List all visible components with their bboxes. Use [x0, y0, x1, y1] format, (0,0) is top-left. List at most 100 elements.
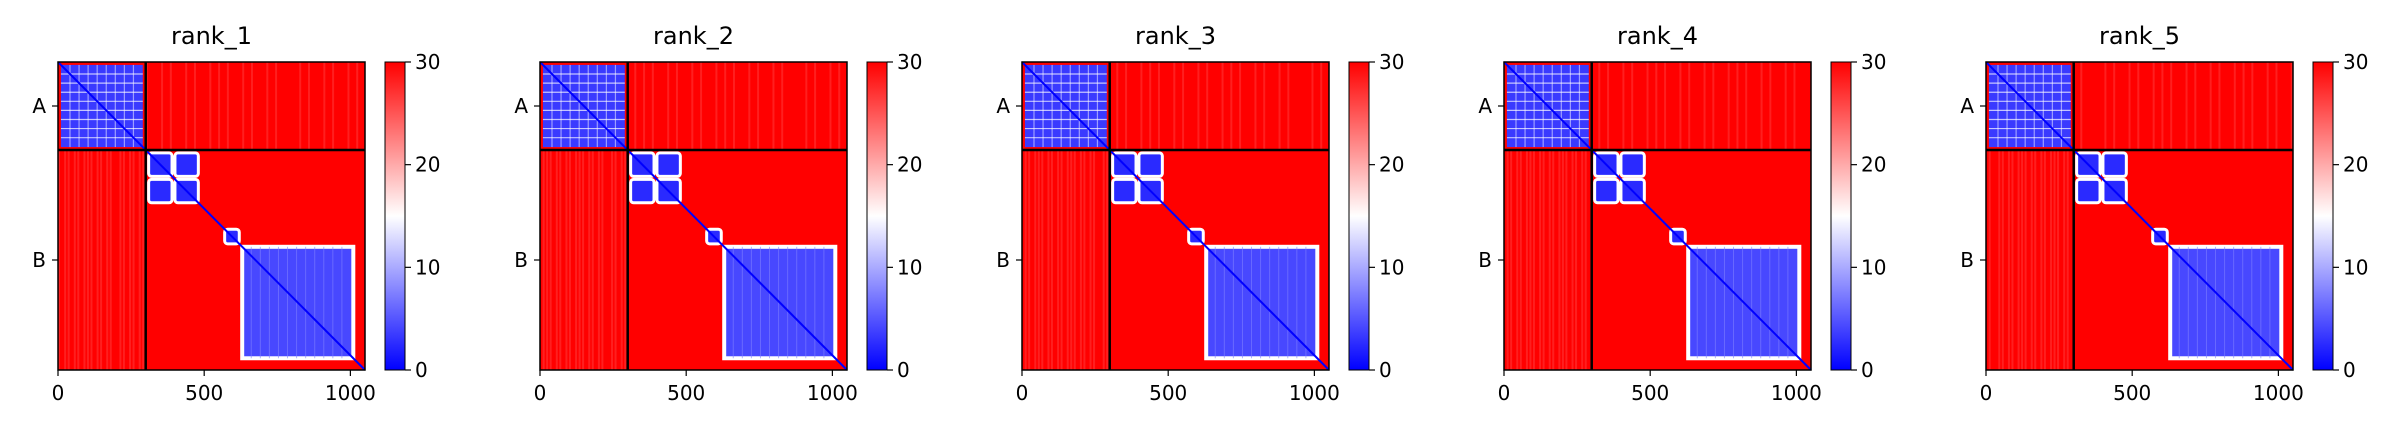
chart-title: rank_5 — [2099, 22, 2180, 50]
heatmap-texture — [2043, 150, 2046, 370]
xtick-label: 1000 — [325, 381, 376, 405]
heatmap-texture — [1263, 62, 1266, 150]
heatmap-texture — [1320, 62, 1323, 150]
heatmap-texture — [122, 150, 125, 370]
heatmap-texture — [1784, 62, 1787, 150]
xtick-label: 500 — [185, 381, 223, 405]
heatmap-texture — [209, 62, 212, 150]
heatmap-texture — [2030, 150, 2033, 370]
heatmap-texture — [2104, 62, 2107, 150]
colorbar — [866, 61, 888, 371]
heatmap-texture — [1998, 150, 2001, 370]
heatmap-texture — [1565, 150, 1568, 370]
heatmap-texture — [772, 62, 775, 150]
colorbar-tick-label: 10 — [897, 255, 922, 279]
chainB-domain — [1137, 151, 1164, 178]
ytick-label: B — [1960, 248, 1974, 272]
heatmap-texture — [1230, 62, 1233, 150]
heatmap-texture — [2152, 62, 2155, 150]
heatmap-texture — [119, 150, 122, 370]
chainB-domain — [173, 151, 200, 178]
heatmap-texture — [250, 62, 253, 150]
heatmap-texture — [142, 150, 145, 370]
heatmap-texture — [1581, 150, 1584, 370]
heatmap-texture — [2017, 150, 2020, 370]
heatmap-texture — [1060, 150, 1063, 370]
heatmap-texture — [1584, 150, 1587, 370]
heatmap-texture — [90, 150, 93, 370]
heatmap-texture — [2113, 62, 2116, 150]
heatmap-texture — [2066, 150, 2069, 370]
heatmap-texture — [1529, 150, 1532, 370]
heatmap-texture — [2050, 150, 2053, 370]
heatmap-diagonal — [1985, 61, 2294, 371]
heatmap-texture — [575, 150, 578, 370]
heatmap-texture — [1646, 62, 1649, 150]
heatmap-texture — [1278, 62, 1281, 150]
heatmap-texture — [611, 150, 614, 370]
heatmap-texture — [568, 150, 571, 370]
heatmap-texture — [109, 150, 112, 370]
heatmap-texture — [1703, 62, 1706, 150]
heatmap-texture — [1571, 150, 1574, 370]
heatmap-texture — [1988, 150, 1991, 370]
heatmap-texture — [565, 150, 568, 370]
heatmap-texture — [1239, 62, 1242, 150]
heatmap-texture — [2053, 150, 2056, 370]
heatmap-texture — [86, 150, 89, 370]
heatmap-texture — [1655, 62, 1658, 150]
panel-rank_2: rank_2 A B 0 500 1000 0 10 20 30 — [514, 22, 922, 405]
heatmap-diagonal — [57, 61, 366, 371]
colorbar-tick-label: 30 — [1379, 50, 1404, 74]
xtick-label: 0 — [52, 381, 65, 405]
heatmap-texture — [2007, 150, 2010, 370]
plot-frame — [1503, 61, 1812, 371]
heatmap-texture — [132, 150, 135, 370]
heatmap-texture — [2290, 62, 2293, 150]
heatmap-texture — [2001, 150, 2004, 370]
heatmap-texture — [1182, 62, 1185, 150]
heatmap-texture — [1539, 150, 1542, 370]
heatmap-texture — [193, 62, 196, 150]
heatmap-texture — [724, 62, 727, 150]
heatmap-texture — [58, 150, 60, 370]
heatmap-texture — [1622, 62, 1625, 150]
heatmap-texture — [542, 150, 545, 370]
heatmap-texture — [838, 62, 841, 150]
heatmap-texture — [2209, 62, 2212, 150]
ytick-label: B — [32, 248, 46, 272]
heatmap-texture — [805, 62, 808, 150]
heatmap-texture — [218, 62, 221, 150]
heatmap-texture — [829, 62, 832, 150]
heatmap-texture — [2170, 62, 2173, 150]
heatmap-texture — [1525, 150, 1528, 370]
chart-title: rank_4 — [1617, 22, 1698, 50]
chart-title: rank_3 — [1135, 22, 1216, 50]
heatmap-texture — [1206, 62, 1209, 150]
colorbar-tick-label: 30 — [2343, 50, 2368, 74]
heatmap-texture — [1221, 62, 1224, 150]
heatmap-texture — [591, 150, 594, 370]
heatmap-texture — [1679, 62, 1682, 150]
heatmap-texture — [1548, 150, 1551, 370]
heatmap-texture — [2024, 150, 2027, 370]
heatmap-texture — [2218, 62, 2221, 150]
ytick-label: B — [514, 248, 528, 272]
heatmap-texture — [582, 150, 585, 370]
heatmap-texture — [185, 62, 188, 150]
colorbar — [1830, 61, 1852, 371]
heatmap-texture — [578, 150, 581, 370]
chainB-domain — [1593, 177, 1620, 205]
heatmap-texture — [1506, 150, 1509, 370]
colorbar-tick-label: 20 — [415, 153, 440, 177]
heatmap-texture — [138, 150, 141, 370]
heatmap-texture — [1047, 150, 1050, 370]
xtick-label: 1000 — [2253, 381, 2304, 405]
heatmap-texture — [715, 62, 718, 150]
colorbar-tick-label: 0 — [2343, 358, 2356, 382]
heatmap-texture — [2040, 150, 2043, 370]
heatmap-texture — [1050, 150, 1053, 370]
heatmap-texture — [624, 150, 627, 370]
heatmap-texture — [1125, 62, 1128, 150]
